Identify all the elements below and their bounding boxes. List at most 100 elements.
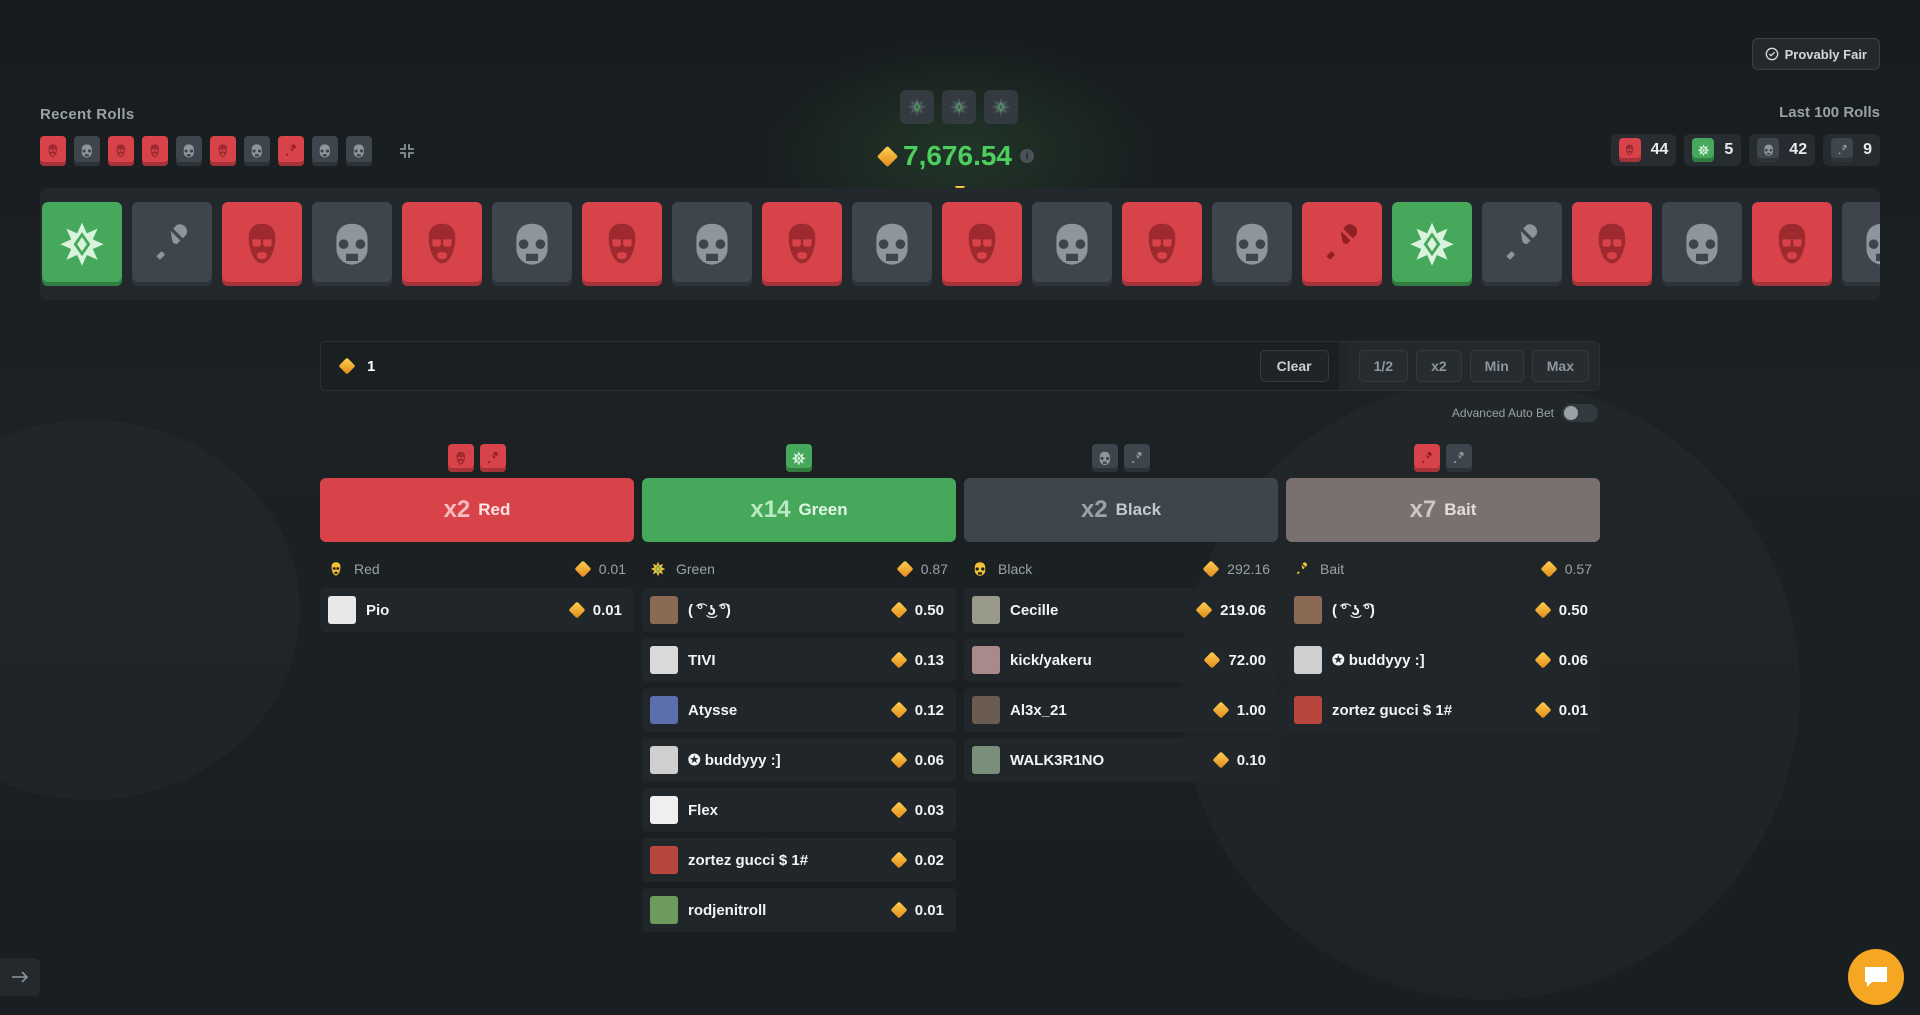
bait-symbol-icon [1498, 219, 1546, 269]
player-name: TIVI [688, 651, 716, 669]
jackpot-display: 7,676.54 i [876, 140, 1034, 172]
player-bet-row[interactable]: Pio 0.01 [320, 588, 634, 632]
player-bet-row[interactable]: ✪ buddyyy :] 0.06 [1286, 638, 1600, 682]
last-100-stat-bait: 9 [1823, 134, 1880, 166]
multiplier: x2 [1080, 496, 1108, 523]
player-bet-row[interactable]: TIVI 0.13 [642, 638, 956, 682]
player-name: rodjenitroll [688, 901, 767, 919]
red-tile [402, 202, 482, 286]
avatar [972, 696, 1000, 724]
player-bet-row[interactable]: zortez gucci $ 1# 0.01 [1286, 688, 1600, 732]
place-bet-green-button[interactable]: x14 Green [642, 478, 956, 542]
player-name: Flex [688, 801, 719, 819]
player-bet-row[interactable]: kick/yakeru 72.00 [964, 638, 1278, 682]
double-button[interactable]: x2 [1416, 350, 1462, 382]
avatar [1294, 596, 1322, 624]
bait-tile [132, 202, 212, 286]
coin-icon [890, 851, 908, 869]
player-bet-row[interactable]: ( ͡° ͜ʖ ͡°) 0.50 [1286, 588, 1600, 632]
bet-column-black: x2 Black Black 292.16 Cecille 219.06 kick/yake… [964, 444, 1278, 782]
player-amount: 0.03 [914, 801, 944, 819]
black-symbol-icon [1048, 219, 1096, 269]
column-summary: Red 0.01 [320, 558, 634, 580]
player-bet-row[interactable]: Cecille 219.06 [964, 588, 1278, 632]
red-symbol-icon [598, 219, 646, 269]
avatar [972, 596, 1000, 624]
place-bet-bait-button[interactable]: x7 Bait [1286, 478, 1600, 542]
avatar [328, 596, 356, 624]
column-name: Bait [1320, 561, 1345, 577]
red-tile [448, 444, 474, 472]
column-total: 292.16 [1227, 561, 1270, 577]
player-amount: 0.06 [914, 751, 944, 769]
auto-bet-toggle[interactable] [1562, 404, 1598, 422]
black-symbol-icon [972, 560, 988, 578]
bait-tile [1831, 138, 1854, 162]
shield-check-icon [1765, 47, 1778, 61]
green-token-icon [991, 97, 1011, 117]
bait-symbol-icon [1419, 450, 1435, 467]
expand-sidebar-button[interactable] [0, 958, 40, 996]
bet-color-name: Black [1115, 500, 1162, 519]
player-bet-list: ( ͡° ͜ʖ ͡°) 0.50 TIVI 0.13 Atysse 0.12 ✪ buddy… [642, 588, 956, 932]
red-tile [1122, 202, 1202, 286]
column-total: 0.87 [920, 561, 948, 577]
player-bet-row[interactable]: Atysse 0.12 [642, 688, 956, 732]
black-tile [852, 202, 932, 286]
multiplier: x14 [750, 496, 791, 523]
player-bet-row[interactable]: Flex 0.03 [642, 788, 956, 832]
min-button[interactable]: Min [1469, 350, 1524, 382]
green-tile [1392, 202, 1472, 286]
red-symbol-icon [328, 560, 344, 578]
multiplier: x7 [1409, 496, 1437, 523]
collapse-icon[interactable] [398, 142, 416, 160]
player-amount: 0.12 [914, 701, 944, 719]
red-symbol-icon [215, 142, 231, 160]
player-amount: 72.00 [1228, 651, 1266, 669]
timer-slot [900, 90, 934, 124]
black-tile [312, 136, 338, 166]
place-bet-red-button[interactable]: x2 Red [320, 478, 634, 542]
player-bet-row[interactable]: Al3x_21 1.00 [964, 688, 1278, 732]
player-bet-row[interactable]: ✪ buddyyy :] 0.06 [642, 738, 956, 782]
black-tile [1032, 202, 1112, 286]
clear-button[interactable]: Clear [1259, 350, 1329, 382]
recent-rolls-list [40, 136, 416, 166]
avatar [650, 596, 678, 624]
column-name: Green [676, 561, 715, 577]
bet-color-name: Red [478, 500, 511, 519]
column-summary: Black 292.16 [964, 558, 1278, 580]
avatar [1294, 696, 1322, 724]
player-bet-row[interactable]: ( ͡° ͜ʖ ͡°) 0.50 [642, 588, 956, 632]
bet-amount-input[interactable]: 1 [321, 342, 1260, 390]
column-total: 0.57 [1564, 561, 1592, 577]
bet-color-name: Green [798, 500, 848, 519]
max-button[interactable]: Max [1531, 350, 1589, 382]
black-symbol-icon [688, 219, 736, 269]
player-bet-row[interactable]: rodjenitroll 0.01 [642, 888, 956, 932]
red-symbol-icon [778, 219, 826, 269]
provably-fair-button[interactable]: Provably Fair [1751, 38, 1880, 70]
red-tile [762, 202, 842, 286]
roll-timer [900, 90, 1018, 124]
info-icon[interactable]: i [1020, 149, 1034, 163]
coin-icon [1212, 701, 1230, 719]
chat-button[interactable] [1848, 949, 1904, 1005]
black-tile [244, 136, 270, 166]
coin-icon [890, 701, 908, 719]
green-tile [1692, 138, 1715, 162]
player-bet-row[interactable]: zortez gucci $ 1# 0.02 [642, 838, 956, 882]
bait-symbol-icon [1836, 143, 1849, 157]
column-summary: Bait 0.57 [1286, 558, 1600, 580]
place-bet-black-button[interactable]: x2 Black [964, 478, 1278, 542]
half-button[interactable]: 1/2 [1358, 350, 1409, 382]
last-100-rolls-label: Last 100 Rolls [1779, 104, 1880, 121]
player-bet-row[interactable]: WALK3R1NO 0.10 [964, 738, 1278, 782]
bet-column-red: x2 Red Red 0.01 Pio 0.01 [320, 444, 634, 632]
player-amount: 0.02 [914, 851, 944, 869]
column-summary: Green 0.87 [642, 558, 956, 580]
black-symbol-icon [249, 142, 265, 160]
coin-icon [1212, 751, 1230, 769]
auto-bet-label: Advanced Auto Bet [1451, 406, 1554, 420]
avatar [650, 796, 678, 824]
